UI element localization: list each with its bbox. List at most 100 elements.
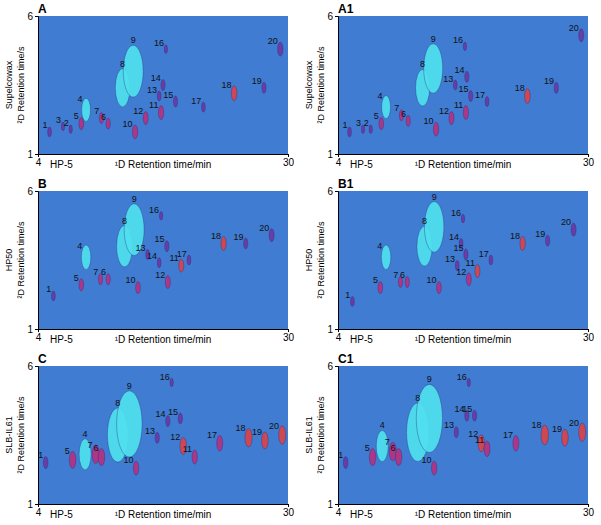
x-tick: 30 (583, 154, 595, 168)
peak-labels: 15476891016131514111217181920 (46, 194, 269, 295)
peak (405, 277, 409, 288)
peak-label: 8 (122, 216, 127, 226)
y-tick-label: 6 (27, 361, 33, 372)
y-tick-mark (335, 366, 338, 367)
peak (170, 378, 173, 387)
peak-label: 14 (449, 232, 459, 242)
peak (43, 457, 48, 469)
peak-label: 14 (151, 73, 161, 83)
y-axis-title: ²D Retention time/s (16, 396, 26, 474)
peak (106, 118, 110, 129)
peak-labels: 15476891016141513121117181920 (38, 372, 279, 466)
peak-label: 9 (431, 34, 436, 44)
peak-label: 20 (561, 217, 571, 227)
peak-label: 11 (454, 100, 463, 110)
x-tick-label: 30 (283, 157, 295, 168)
panel-letter: B (38, 177, 47, 191)
peak (262, 82, 266, 93)
x-axis-title: ¹D Retention time/min (115, 159, 212, 170)
peak-label: 8 (415, 393, 420, 403)
y-tick-label: 6 (27, 186, 33, 197)
y-axis-title: ²D Retention time/s (316, 396, 326, 474)
peak (454, 427, 458, 438)
peak (469, 91, 473, 102)
panel-letter: C (38, 352, 47, 366)
y-tick-label: 6 (327, 361, 333, 372)
peak-label: 5 (373, 275, 378, 285)
peak-label: 3 (56, 115, 61, 125)
peak (449, 112, 454, 125)
peak (463, 106, 468, 120)
peak-label: 1 (46, 284, 51, 294)
peak-label: 5 (74, 273, 79, 283)
peak-label: 16 (453, 35, 463, 45)
peak (48, 127, 52, 137)
x-axis-line (339, 155, 589, 158)
y-tick-mark (335, 16, 338, 17)
x-axis-title: ¹D Retention time/min (415, 159, 512, 170)
peak (416, 384, 442, 452)
peak (231, 86, 237, 101)
y-axis-title: ²D Retention time/s (316, 221, 326, 299)
y-tick-mark (35, 329, 38, 330)
y-tick-mark (335, 504, 338, 505)
plot-background (338, 191, 588, 329)
y-column-label: SLB-IL61 (304, 416, 314, 454)
peak (395, 449, 402, 466)
x-tick-label: 30 (583, 157, 595, 168)
y-tick-mark (35, 16, 38, 17)
x-axis-title: ¹D Retention time/min (415, 334, 512, 345)
peak-label: 12 (456, 267, 466, 277)
panel: 1547689101614151312111718192043016HP-5¹D… (4, 352, 294, 520)
peak-label: 1 (38, 450, 43, 460)
peak (69, 451, 76, 468)
y-axis-line (335, 367, 339, 505)
peaks (343, 378, 585, 475)
peak (201, 102, 205, 112)
peak (424, 202, 443, 253)
peak (244, 238, 248, 249)
peak-label: 16 (149, 205, 159, 215)
y-tick-label: 6 (27, 11, 33, 22)
x-column-label: HP-5 (350, 334, 373, 345)
panel: 1547689101613151411121718192043016HP-5¹D… (4, 177, 294, 345)
peak (465, 71, 469, 82)
peak (221, 236, 226, 250)
peaks (51, 204, 274, 301)
peak-label: 10 (122, 119, 132, 129)
peak-labels: 15476891016131514111217181920 (345, 192, 571, 300)
peak-label: 7 (93, 267, 98, 277)
y-tick: 1 (27, 499, 38, 510)
y-tick: 6 (27, 11, 38, 22)
chart-root: 132547689101614131511121718192043016HP-5… (0, 0, 601, 525)
y-tick-mark (335, 154, 338, 155)
peak (379, 118, 384, 130)
x-tick-label: 30 (583, 507, 595, 518)
peaks (43, 378, 285, 475)
peak-label: 14 (147, 251, 157, 261)
y-axis: 16 (327, 186, 338, 335)
peak (562, 429, 569, 446)
peak (406, 115, 410, 126)
y-tick-label: 6 (327, 11, 333, 22)
peak (217, 435, 223, 451)
peak-label: 16 (160, 372, 170, 382)
x-tick-label: 4 (36, 332, 42, 343)
peak-label: 9 (127, 381, 132, 391)
peak (485, 97, 489, 107)
peak-label: 17 (479, 249, 489, 259)
peak (123, 45, 143, 97)
peak (165, 241, 169, 252)
peak (278, 42, 283, 56)
y-axis: 16 (327, 361, 338, 510)
x-tick: 4 (36, 329, 42, 343)
x-tick: 30 (583, 329, 595, 343)
peak-label: 6 (391, 443, 396, 453)
x-tick: 4 (36, 504, 42, 518)
peak-label: 8 (115, 398, 120, 408)
peak (513, 435, 519, 451)
y-tick-label: 1 (27, 149, 33, 160)
peak-label: 17 (191, 96, 201, 106)
peak-label: 11 (466, 258, 475, 268)
peak (467, 378, 470, 387)
